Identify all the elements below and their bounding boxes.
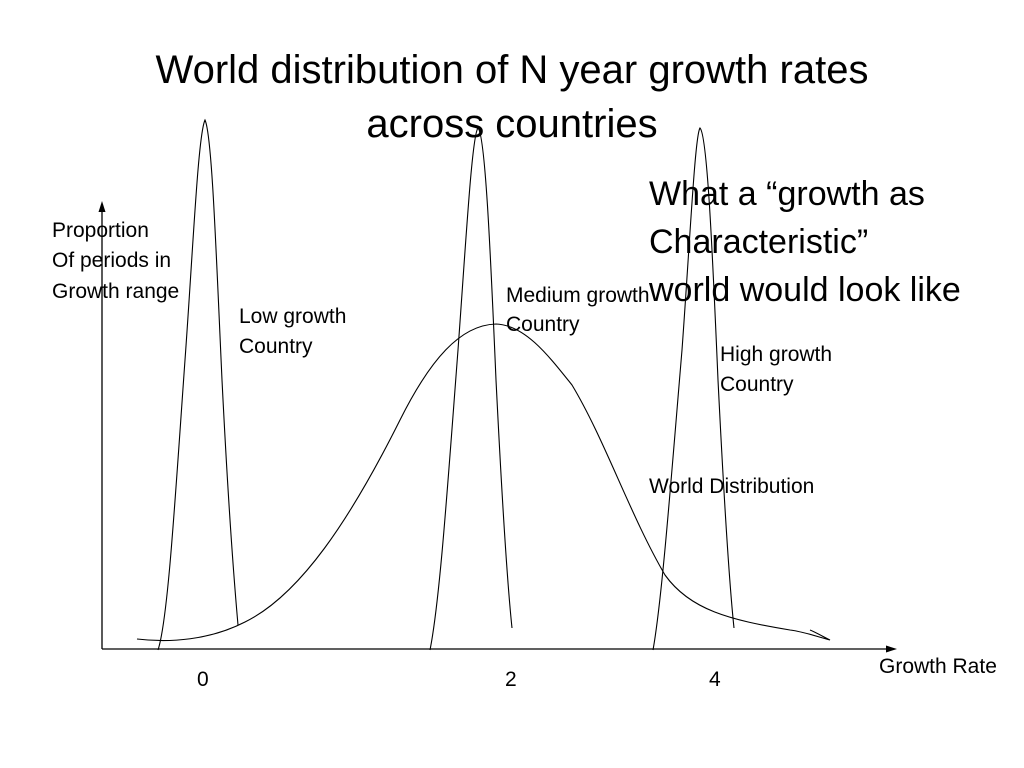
world-distribution-curve bbox=[136, 323, 831, 642]
low-growth-curve bbox=[157, 118, 239, 651]
high-growth-curve bbox=[652, 127, 735, 651]
y-axis-label-line-3: Growth range bbox=[52, 280, 180, 303]
x-tick-4: 4 bbox=[709, 668, 721, 691]
medium-growth-label-line-1: Medium growth bbox=[506, 284, 650, 307]
callout-line-1: What a “growth as bbox=[649, 175, 925, 213]
slide-title-line-1: World distribution of N year growth rate… bbox=[155, 48, 869, 92]
high-growth-label-line-2: Country bbox=[720, 373, 794, 396]
medium-growth-label-line-2: Country bbox=[506, 313, 580, 336]
x-axis-label: Growth Rate bbox=[879, 655, 997, 678]
high-growth-label-line-1: High growth bbox=[720, 343, 833, 366]
low-growth-label-line-1: Low growth bbox=[239, 305, 347, 328]
medium-growth-curve bbox=[429, 127, 513, 651]
slide-title-line-2: across countries bbox=[366, 102, 658, 146]
callout-line-3: world would look like bbox=[649, 271, 961, 309]
y-axis-label-line-1: Proportion bbox=[52, 219, 149, 242]
x-axis-arrowhead bbox=[886, 645, 897, 653]
x-tick-0: 0 bbox=[197, 668, 209, 691]
y-axis-arrowhead bbox=[98, 201, 106, 212]
callout-line-2: Characteristic” bbox=[649, 223, 869, 261]
y-axis-label-line-2: Of periods in bbox=[52, 249, 172, 272]
world-distribution-label: World Distribution bbox=[649, 475, 815, 498]
x-tick-2: 2 bbox=[505, 668, 517, 691]
low-growth-label-line-2: Country bbox=[239, 335, 313, 358]
